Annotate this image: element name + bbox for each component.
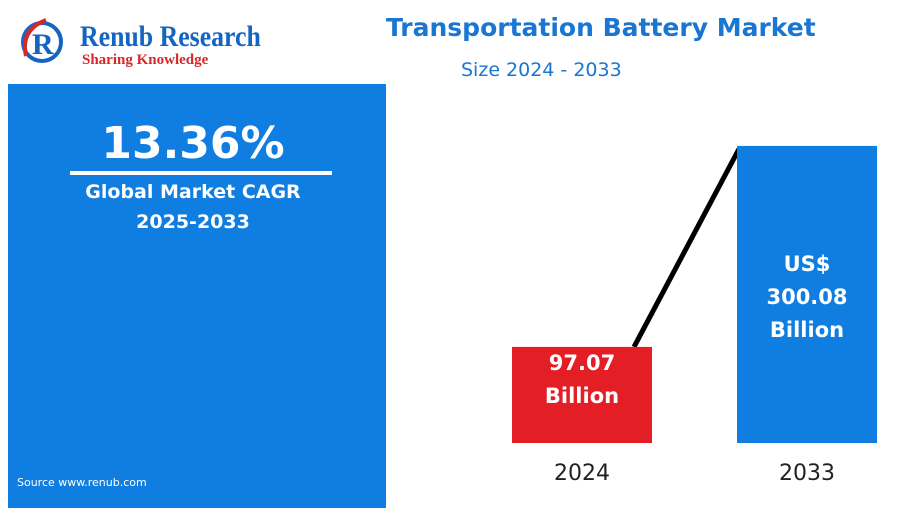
data-label-2033-line2: 300.08 — [766, 285, 847, 309]
x-tick-2024: 2024 — [554, 461, 610, 486]
trend-line — [631, 147, 742, 349]
brand-tagline: Sharing Knowledge — [82, 52, 209, 68]
bar-2024 — [512, 346, 652, 443]
source-note: Source www.renub.com — [17, 476, 147, 489]
renub-logo-icon: R — [21, 18, 63, 63]
brand-logo: R Renub Research Sharing Knowledge — [18, 12, 308, 72]
cagr-panel: Source www.renub.com — [8, 84, 386, 508]
data-label-2024-line3: Billion — [545, 384, 619, 408]
chart-title: Transportation Battery Market — [386, 13, 816, 42]
x-tick-2033: 2033 — [779, 461, 835, 486]
chart-subtitle: Size 2024 - 2033 — [461, 59, 622, 81]
data-label-2024-line1: US$ — [559, 318, 606, 342]
cagr-value: 13.36% — [101, 118, 285, 169]
cagr-divider — [70, 171, 332, 175]
data-label-2024-line2: 97.07 — [549, 351, 615, 375]
cagr-label: Global Market CAGR — [85, 181, 301, 203]
svg-text:R: R — [32, 28, 54, 61]
data-label-2033-line3: Billion — [770, 318, 844, 342]
data-label-2033-line1: US$ — [784, 252, 831, 276]
bar-2033 — [737, 145, 877, 443]
brand-name: Renub Research — [80, 20, 261, 53]
cagr-period: 2025-2033 — [136, 211, 250, 233]
